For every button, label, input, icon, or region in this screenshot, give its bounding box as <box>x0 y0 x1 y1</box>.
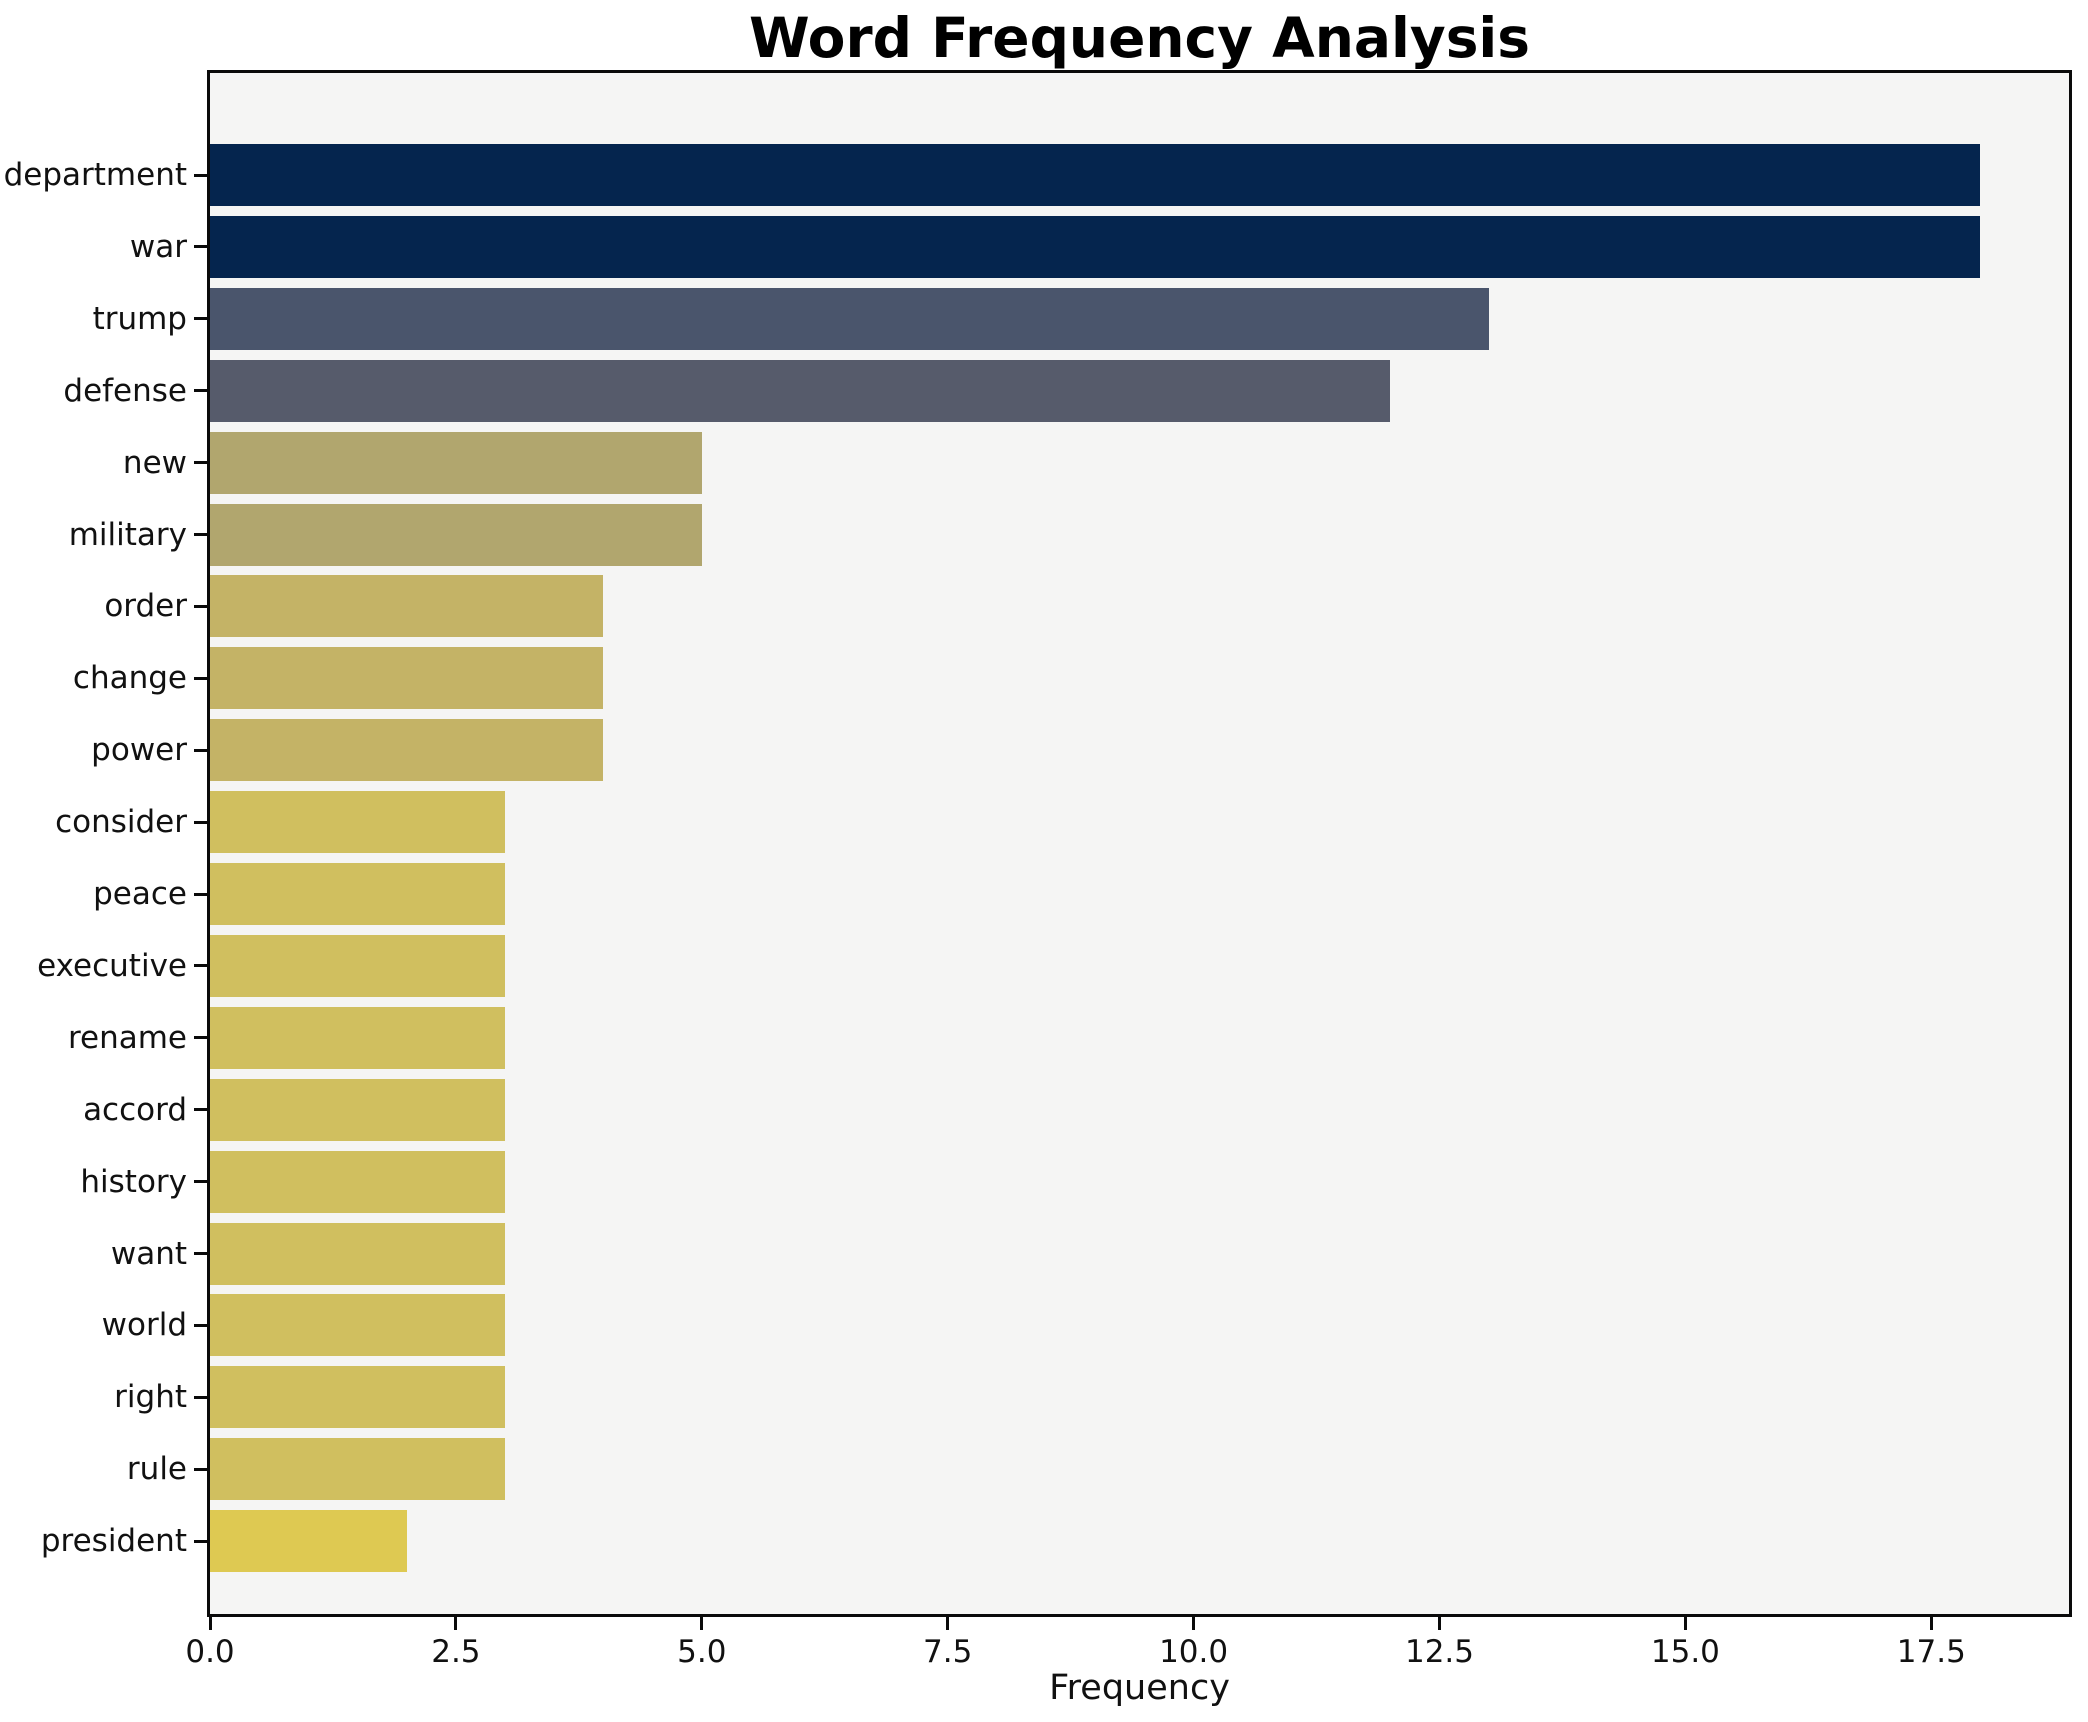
y-tick-mark <box>194 1323 207 1327</box>
y-tick-mark <box>194 461 207 465</box>
x-tick-mark <box>1683 1617 1687 1630</box>
y-tick-label-right: right <box>114 1379 187 1416</box>
x-axis-label: Frequency <box>1049 1668 1230 1708</box>
bar-rename <box>210 1006 506 1069</box>
bar-defense <box>210 359 1391 422</box>
x-tick-mark <box>700 1617 704 1630</box>
y-tick-label-change: change <box>72 660 187 697</box>
bar-want <box>210 1222 506 1285</box>
y-tick-mark <box>194 1036 207 1040</box>
y-tick-label-want: want <box>110 1235 187 1272</box>
bar-new <box>210 431 702 494</box>
y-tick-mark <box>194 1467 207 1471</box>
x-tick-label-7.5: 7.5 <box>923 1634 973 1670</box>
y-tick-label-accord: accord <box>83 1091 187 1128</box>
bar-executive <box>210 934 506 997</box>
y-tick-mark <box>194 676 207 680</box>
y-tick-mark <box>194 1539 207 1543</box>
x-tick-label-0.0: 0.0 <box>185 1634 235 1670</box>
x-tick-mark <box>946 1617 950 1630</box>
y-tick-label-order: order <box>104 588 187 625</box>
bar-history <box>210 1150 506 1213</box>
y-tick-label-history: history <box>80 1163 187 1200</box>
bar-order <box>210 575 604 638</box>
y-tick-mark <box>194 389 207 393</box>
y-tick-mark <box>194 748 207 752</box>
x-tick-label-15.0: 15.0 <box>1650 1634 1720 1670</box>
y-tick-mark <box>194 1108 207 1112</box>
bar-power <box>210 719 604 782</box>
y-tick-mark <box>194 245 207 249</box>
y-tick-label-department: department <box>3 157 187 193</box>
x-tick-mark <box>1929 1617 1933 1630</box>
y-tick-mark <box>194 892 207 896</box>
y-tick-label-executive: executive <box>37 947 187 984</box>
x-tick-label-5.0: 5.0 <box>677 1634 727 1670</box>
bar-right <box>210 1366 506 1429</box>
y-tick-mark <box>194 533 207 536</box>
bar-department <box>210 144 1981 206</box>
y-tick-mark <box>194 1252 207 1255</box>
bar-change <box>210 647 604 710</box>
y-tick-label-peace: peace <box>93 876 187 912</box>
x-tick-label-17.5: 17.5 <box>1896 1634 1966 1670</box>
y-tick-label-president: president <box>40 1523 187 1560</box>
y-tick-label-war: war <box>129 228 187 265</box>
bar-president <box>210 1510 407 1573</box>
y-tick-label-power: power <box>91 732 187 769</box>
x-tick-mark <box>208 1617 212 1630</box>
x-tick-mark <box>454 1617 458 1630</box>
x-tick-mark <box>1437 1617 1441 1630</box>
x-tick-label-2.5: 2.5 <box>431 1634 481 1670</box>
y-tick-label-military: military <box>68 516 187 553</box>
bar-peace <box>210 863 506 925</box>
y-tick-label-trump: trump <box>92 300 187 337</box>
bar-world <box>210 1294 506 1357</box>
x-tick-label-10.0: 10.0 <box>1159 1634 1229 1670</box>
y-tick-label-new: new <box>122 444 187 481</box>
y-tick-mark <box>194 317 207 321</box>
x-tick-mark <box>1192 1617 1196 1630</box>
x-tick-label-12.5: 12.5 <box>1404 1634 1474 1670</box>
bar-trump <box>210 287 1489 350</box>
y-tick-label-rename: rename <box>67 1019 187 1056</box>
bar-military <box>210 503 702 566</box>
y-tick-mark <box>194 820 207 824</box>
chart-title: Word Frequency Analysis <box>748 6 1531 70</box>
y-tick-label-world: world <box>101 1307 187 1344</box>
y-tick-mark <box>194 604 207 608</box>
bar-accord <box>210 1078 506 1141</box>
y-tick-mark <box>194 1180 207 1184</box>
plot-area <box>207 70 2072 1617</box>
y-tick-label-rule: rule <box>126 1451 187 1488</box>
bar-consider <box>210 791 506 854</box>
bar-rule <box>210 1438 506 1501</box>
y-tick-label-defense: defense <box>63 372 187 409</box>
y-tick-mark <box>194 964 207 968</box>
y-tick-label-consider: consider <box>55 804 187 841</box>
bar-war <box>210 215 1981 278</box>
y-tick-mark <box>194 173 207 177</box>
y-tick-mark <box>194 1395 207 1399</box>
